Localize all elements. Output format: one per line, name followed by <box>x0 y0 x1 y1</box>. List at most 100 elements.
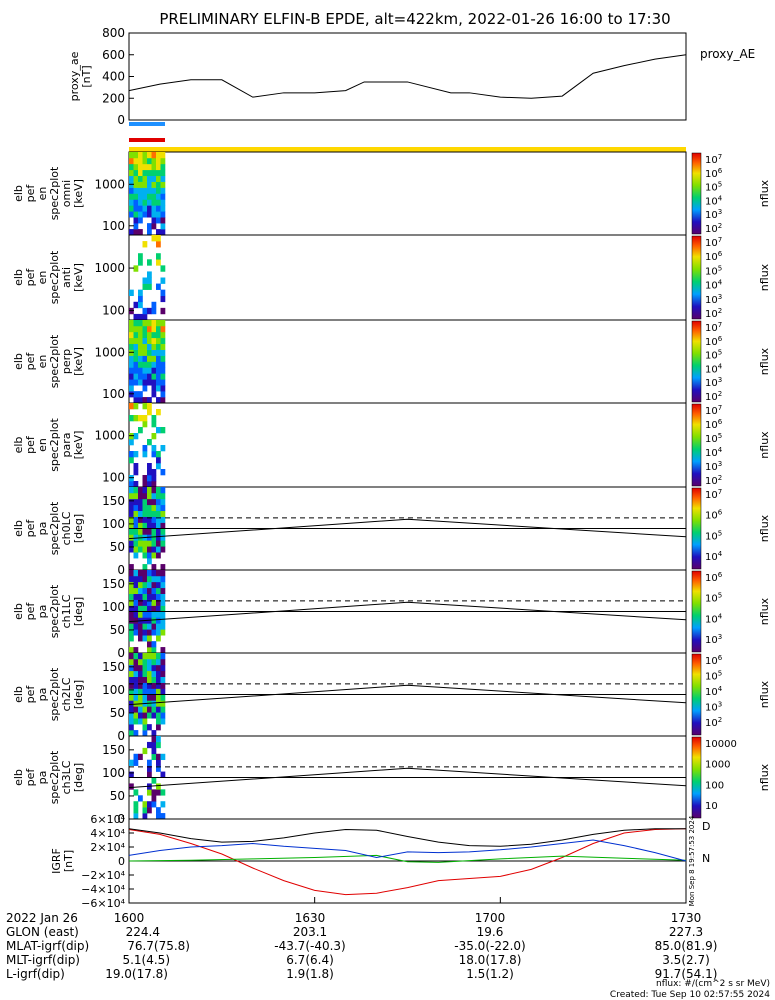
heatmap-cell <box>156 193 161 200</box>
heatmap-cell <box>129 343 134 350</box>
spec-ylabel-para-line: [keV] <box>72 431 85 460</box>
heatmap-cell <box>151 575 157 583</box>
colorbar <box>691 487 702 570</box>
heatmap-cell <box>160 373 166 380</box>
heatmap-cell <box>151 469 157 476</box>
heatmap-cell <box>133 658 139 666</box>
spec-ylabel-ch0-line: [deg] <box>72 514 85 543</box>
loss-cone-line <box>128 767 687 789</box>
spec-ylabel-ch2-line: elb <box>12 686 25 703</box>
heatmap-cell <box>160 546 166 553</box>
spec-ylabel-omni-line: en <box>36 187 49 201</box>
heatmap-cell <box>129 331 134 339</box>
heatmap-cell <box>151 611 157 618</box>
heatmap-cell <box>160 706 166 713</box>
heatmap-cell <box>151 664 157 672</box>
ae-ylabel-line: [nT] <box>80 65 93 87</box>
lshell-label: L-igrf(dip) <box>6 967 65 981</box>
heatmap-cell <box>129 175 134 182</box>
spec-ylabel-para-line: spec2plot <box>48 418 61 472</box>
heatmap-cell <box>156 617 161 624</box>
spec-ytick-label: 0 <box>117 563 125 577</box>
heatmap-cell <box>156 427 161 434</box>
heatmap-cell <box>129 163 134 171</box>
heatmap-cell <box>151 211 157 218</box>
heatmap-cell <box>151 676 157 683</box>
colorbar-tick-label: 100 <box>705 780 724 791</box>
heatmap-cell <box>151 199 157 206</box>
heatmap-cell <box>147 163 152 171</box>
heatmap-cell <box>142 320 148 327</box>
heatmap-cell <box>133 599 139 606</box>
heatmap-cell <box>142 193 148 200</box>
heatmap-cell <box>156 694 161 701</box>
heatmap-cell <box>151 534 157 541</box>
igrf-series-N <box>128 854 687 863</box>
heatmap-cell <box>151 706 157 713</box>
heatmap-cell <box>151 741 157 749</box>
heatmap-cell <box>151 445 157 452</box>
heatmap-cell <box>138 581 143 589</box>
lshell-1700: 1.5(1.2) <box>466 967 514 981</box>
heatmap-cell <box>129 487 134 494</box>
heatmap-cell <box>160 217 166 224</box>
heatmap-cell <box>160 653 166 660</box>
heatmap-cell <box>160 712 166 719</box>
heatmap-cell <box>133 653 139 660</box>
heatmap-cell <box>138 331 143 339</box>
heatmap-cell <box>147 593 152 600</box>
heatmap-cell <box>151 235 157 242</box>
spec-ylabel-ch3: elb pef pa spec2plot ch3LC [deg] <box>12 750 85 804</box>
heatmap-cell <box>160 181 166 188</box>
heatmap-cell <box>129 510 134 517</box>
heatmap-cell <box>151 193 157 200</box>
heatmap-cell <box>142 599 148 606</box>
heatmap-cell <box>147 367 152 374</box>
heatmap-cell <box>156 457 161 464</box>
heatmap-cell <box>142 623 148 630</box>
heatmap-cell <box>147 498 152 506</box>
heatmap-cell <box>138 504 143 512</box>
heatmap-cell <box>133 813 139 820</box>
heatmap-cell <box>138 487 143 494</box>
heatmap-cell <box>147 379 152 386</box>
heatmap-cell <box>160 789 166 796</box>
heatmap-cell <box>156 706 161 713</box>
heatmap-cell <box>138 373 143 380</box>
heatmap-cell <box>147 724 152 731</box>
heatmap-cell <box>142 325 148 333</box>
colorbar-tick-label: 102 <box>705 390 722 403</box>
heatmap-cell <box>147 469 152 476</box>
igrf-ytick-label: −2×10⁴ <box>81 869 125 882</box>
heatmap-cell <box>129 670 134 678</box>
heatmap-cell <box>138 187 143 194</box>
heatmap-cell <box>142 181 148 188</box>
heatmap-cell <box>133 546 139 553</box>
colorbar-tick-label: 107 <box>705 488 722 501</box>
colorbar-tick-label: 107 <box>705 153 722 166</box>
heatmap-cell <box>156 552 161 559</box>
colorbar-tick-label: 105 <box>705 264 722 277</box>
heatmap-cell <box>138 193 143 200</box>
heatmap-cell <box>147 271 152 278</box>
heatmap-cell <box>133 211 139 218</box>
heatmap-cell <box>129 451 134 458</box>
science-zone-bar <box>129 122 165 126</box>
heatmap-cell <box>160 307 166 315</box>
heatmap-cell <box>133 169 139 177</box>
heatmap-cell <box>138 181 143 188</box>
heatmap-cell <box>129 439 134 446</box>
heatmap-cell <box>160 492 166 500</box>
glon-1600: 224.4 <box>126 925 160 939</box>
ae-ylabel-line: proxy_ae <box>68 51 81 101</box>
spec-ylabel-ch0-line: pef <box>24 519 37 538</box>
heatmap-cell <box>142 175 148 182</box>
heatmap-cell <box>160 163 166 171</box>
heatmap-cell <box>142 670 148 678</box>
heatmap-cell <box>151 641 157 648</box>
heatmap-cell <box>151 682 157 689</box>
heatmap-cell <box>129 528 134 535</box>
heatmap-cell <box>142 379 148 386</box>
heatmap-cell <box>156 635 161 642</box>
heatmap-cell <box>129 706 134 713</box>
